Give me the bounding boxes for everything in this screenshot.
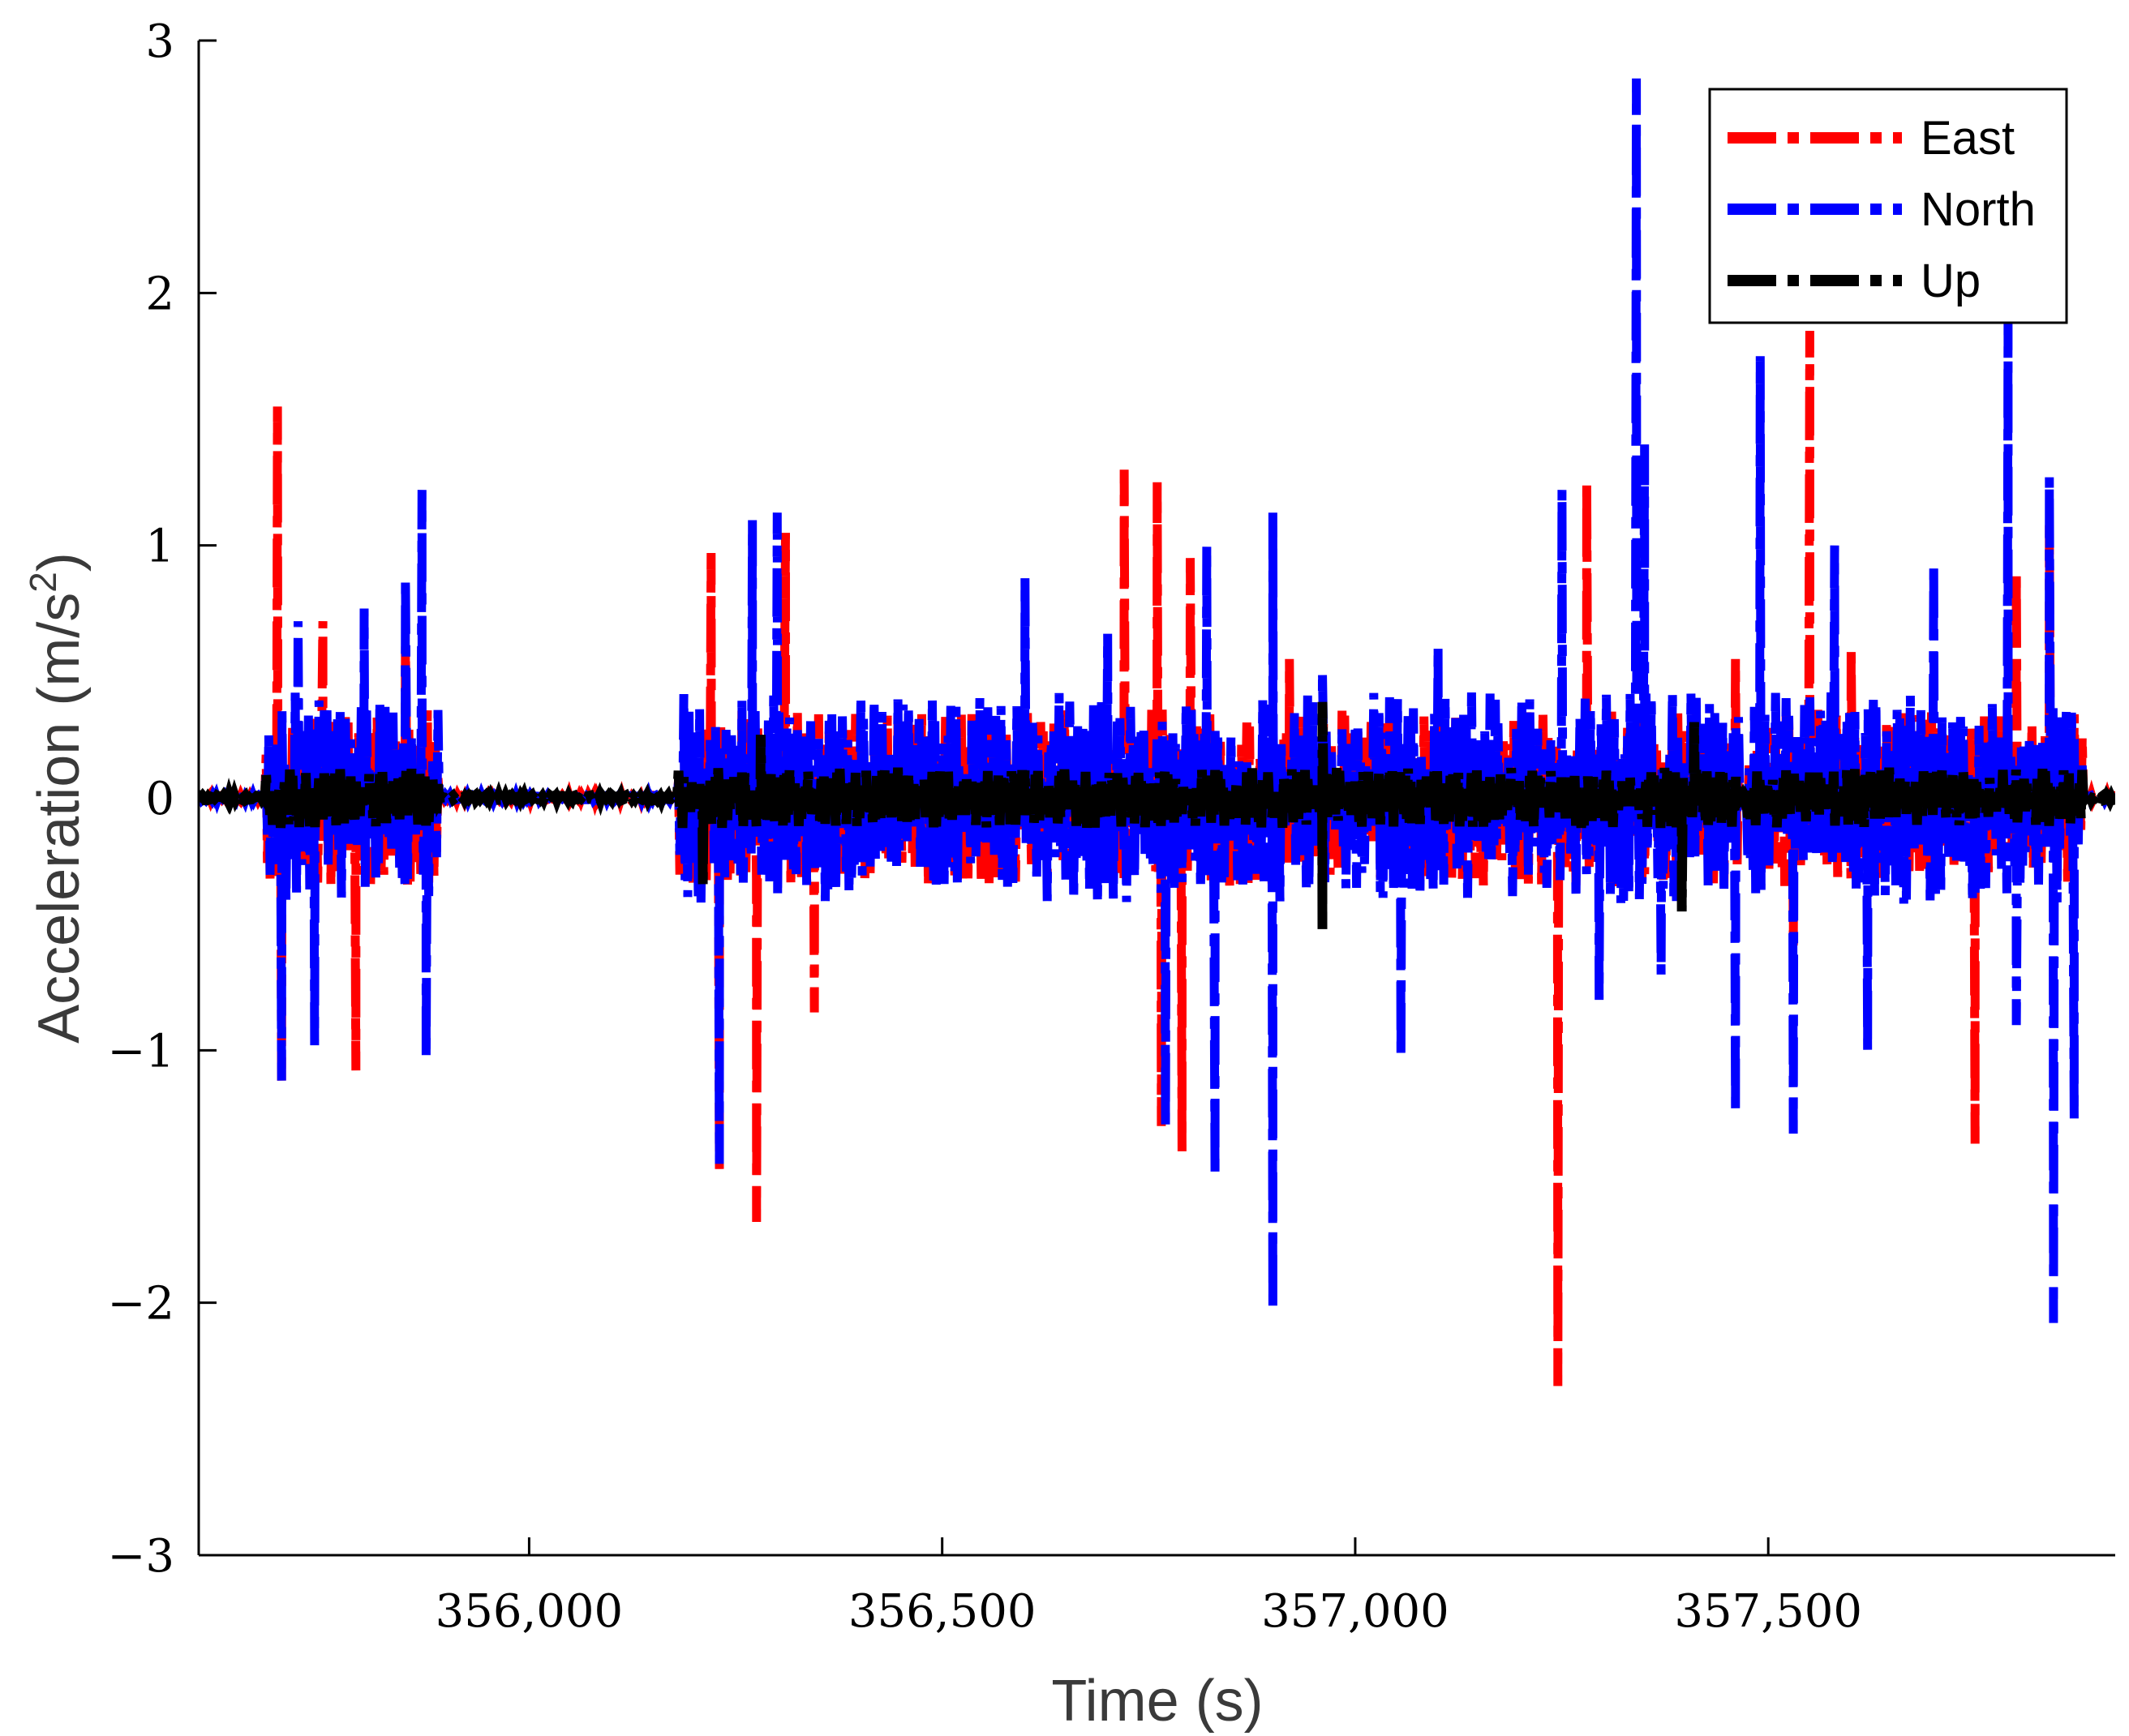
y-tick-label: −3 (107, 1530, 174, 1583)
legend-label-east: East (1921, 112, 2015, 165)
y-axis-title-end: ) (27, 552, 92, 572)
y-tick-label: 0 (145, 773, 174, 825)
legend: East North Up (1708, 88, 2068, 324)
y-tick-label: −1 (107, 1025, 174, 1078)
y-axis-title: Acceleration (m/s2) (22, 552, 92, 1044)
x-tick-label: 357,500 (1674, 1585, 1862, 1638)
x-tick-label: 356,000 (436, 1585, 624, 1638)
y-tick-label: 2 (145, 268, 174, 320)
y-ticks: −3 −2 −1 0 1 2 3 (107, 15, 217, 1583)
y-axis-title-main: Acceleration (m/s (27, 593, 92, 1044)
y-axis-title-superscript: 2 (22, 572, 64, 593)
x-tick-label: 357,000 (1261, 1585, 1449, 1638)
y-tick-label: −2 (107, 1278, 174, 1331)
legend-label-up: Up (1921, 255, 1981, 307)
x-axis-title: Time (s) (1051, 1669, 1263, 1734)
series-line-up (199, 701, 2115, 929)
x-tick-label: 356,500 (848, 1585, 1037, 1638)
series-layer (199, 78, 2115, 1387)
y-tick-label: 3 (145, 15, 174, 68)
y-tick-label: 1 (145, 521, 174, 573)
x-ticks: 356,000 356,500 357,000 357,500 (436, 1537, 1862, 1638)
legend-label-north: North (1921, 183, 2036, 236)
